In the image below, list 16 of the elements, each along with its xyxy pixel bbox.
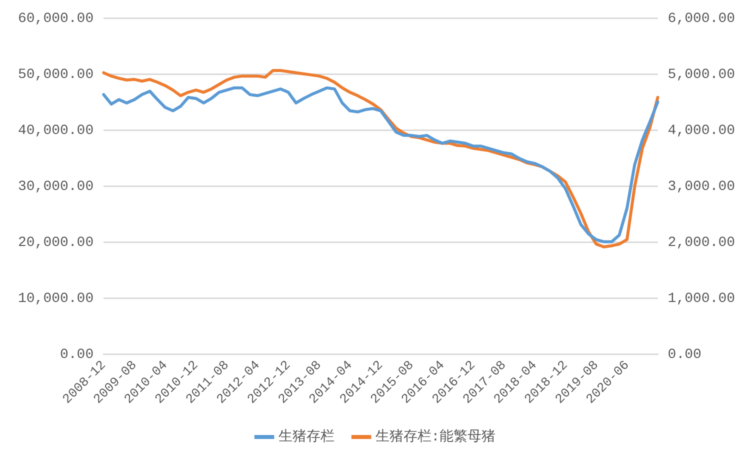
y-tick-label: 60,000.00 [18,11,94,28]
legend-label: 生猪存栏:能繁母猪 [375,428,496,446]
y2-tick-label: 6,000.00 [668,11,736,28]
y-tick-label: 50,000.00 [18,67,94,84]
y2-tick-label: 3,000.00 [668,179,736,196]
y-tick-label: 30,000.00 [18,179,94,196]
y2-tick-label: 1,000.00 [668,291,736,308]
y2-tick-label: 2,000.00 [668,235,736,252]
legend-label: 生猪存栏 [278,428,334,446]
y-tick-label: 0.00 [60,347,94,364]
y-tick-label: 20,000.00 [18,235,94,252]
y-tick-label: 40,000.00 [18,123,94,140]
y-tick-label: 10,000.00 [18,291,94,308]
y2-tick-label: 0.00 [668,347,702,364]
y2-tick-label: 5,000.00 [668,67,736,84]
y2-tick-label: 4,000.00 [668,123,736,140]
